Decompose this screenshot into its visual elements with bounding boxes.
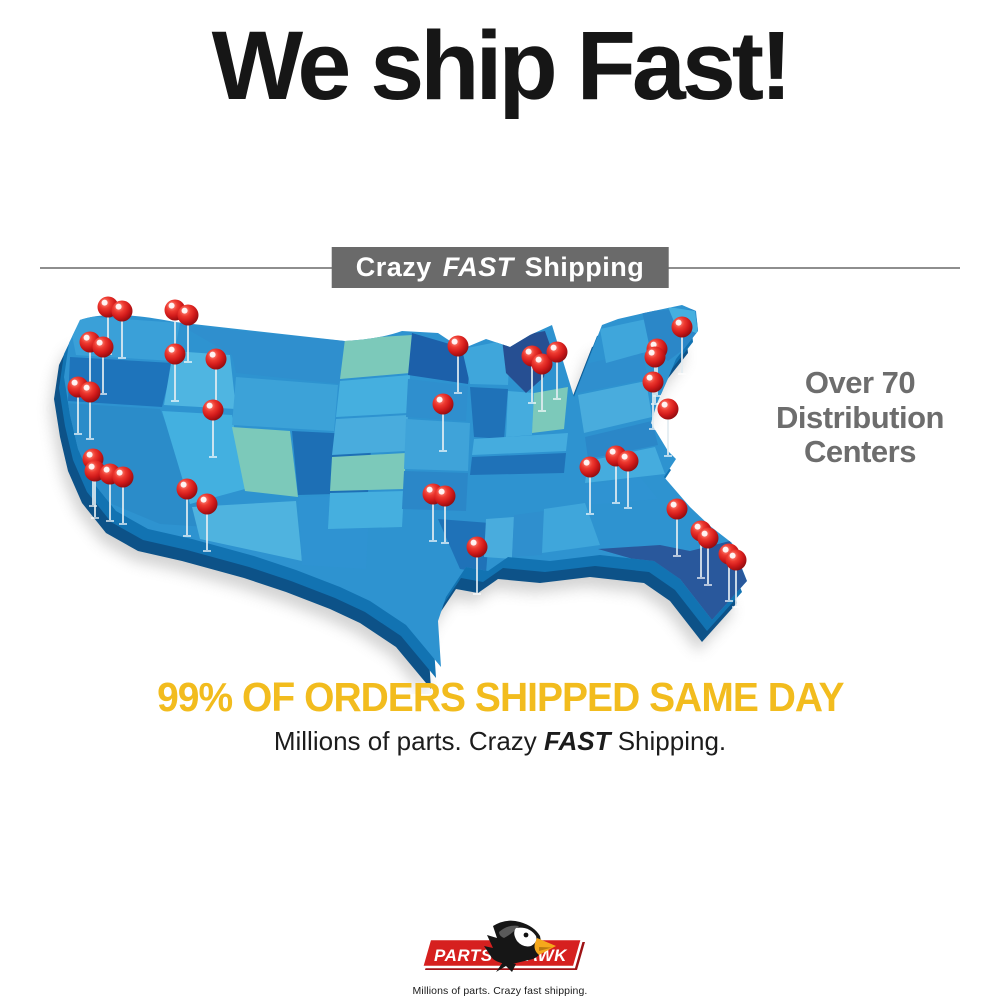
- logo-text-parts: PARTS: [434, 946, 493, 965]
- distribution-note: Over 70 Distribution Centers: [755, 365, 965, 470]
- map-pin: [196, 493, 218, 515]
- map-pin: [111, 300, 133, 322]
- map-pin: [466, 536, 488, 558]
- map-pin: [177, 304, 199, 326]
- same-day-headline: 99% OF ORDERS SHIPPED SAME DAY: [0, 674, 1000, 721]
- map-pin: [617, 450, 639, 472]
- partshawk-logo: PARTS HAWK: [420, 920, 585, 972]
- map-pin: [112, 466, 134, 488]
- note-line-2: Distribution: [776, 399, 944, 435]
- map-pin: [531, 353, 553, 375]
- note-line-1: Over 70: [804, 365, 916, 400]
- map-pin: [164, 343, 186, 365]
- map-pin: [434, 485, 456, 507]
- map-pin: [725, 549, 747, 571]
- tagline-text: Millions of parts. Crazy FAST Shipping.: [0, 726, 1000, 757]
- us-map-svg: [50, 296, 747, 699]
- logo-tagline: Millions of parts. Crazy fast shipping.: [412, 985, 588, 997]
- map-pin: [205, 348, 227, 370]
- badge-text-pre: Crazy: [355, 252, 432, 282]
- map-pin: [644, 346, 666, 368]
- map-pin: [657, 398, 679, 420]
- note-line-3: Centers: [804, 434, 916, 470]
- map-pin: [92, 336, 114, 358]
- shipping-badge: Crazy FAST Shipping: [331, 247, 669, 288]
- map-pin: [447, 335, 469, 357]
- distribution-pins: [67, 296, 747, 571]
- map-pin: [642, 371, 664, 393]
- map-pin: [671, 316, 693, 338]
- hawk-icon: [484, 920, 556, 972]
- partshawk-logo-block: PARTS HAWK Millions of parts. Crazy fast…: [0, 920, 1000, 997]
- map-pin: [579, 456, 601, 478]
- badge-text-post: Shipping: [524, 252, 645, 282]
- map-pin: [432, 393, 454, 415]
- page-title: We ship Fast!: [211, 11, 793, 120]
- map-pin: [697, 527, 719, 549]
- same-day-headline-text: 99% OF ORDERS SHIPPED SAME DAY: [156, 674, 844, 720]
- tagline-post: Shipping.: [610, 726, 727, 756]
- map-pin: [176, 478, 198, 500]
- tagline-emph: FAST: [544, 726, 611, 756]
- map-pin: [79, 381, 101, 403]
- tagline-pre: Millions of parts. Crazy: [273, 726, 545, 756]
- map-pin: [546, 341, 568, 363]
- map-pin: [666, 498, 688, 520]
- us-distribution-map: [30, 284, 750, 699]
- badge-text-emph: FAST: [442, 252, 514, 282]
- map-pin: [202, 399, 224, 421]
